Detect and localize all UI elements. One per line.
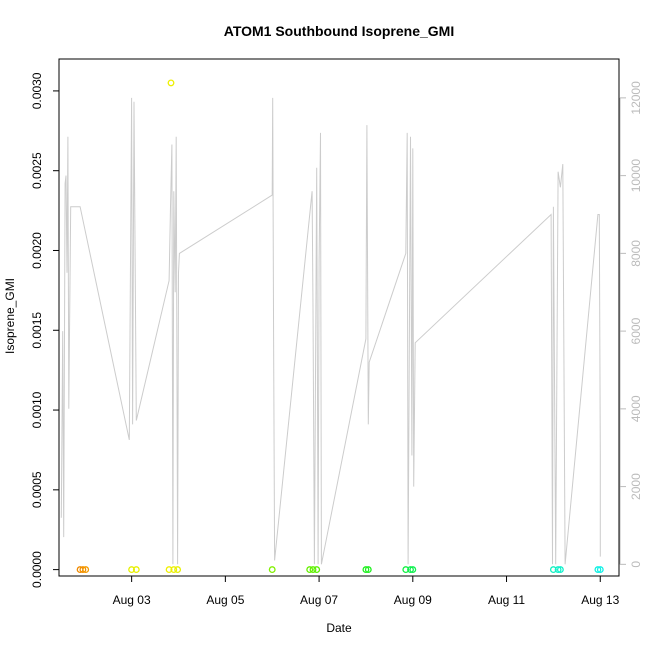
y-tick-label: 0.0000: [30, 551, 44, 588]
x-tick-label: Aug 05: [206, 593, 244, 607]
data-point: [170, 566, 178, 574]
data-point: [362, 566, 370, 574]
data-point: [132, 566, 140, 574]
y-tick-label: 0.0005: [30, 471, 44, 508]
data-point: [407, 566, 414, 574]
y-tick-label: 0.0025: [30, 152, 44, 189]
chart-title: ATOM1 Southbound Isoprene_GMI: [224, 23, 454, 39]
secondary-y-tick-label: 8000: [629, 240, 643, 267]
data-point: [165, 566, 173, 574]
y-axis-label: Isoprene_GMI: [3, 278, 17, 354]
x-tick-label: Aug 07: [300, 593, 338, 607]
data-point: [549, 566, 557, 574]
data-point: [313, 566, 321, 574]
plot-frame: [58, 58, 620, 577]
x-tick-label: Aug 13: [581, 593, 619, 607]
secondary-y-tick-label: 4000: [629, 395, 643, 422]
secondary-y-tick-label: 2000: [629, 473, 643, 500]
data-point: [82, 566, 90, 574]
secondary-y-tick-label: 0: [629, 561, 643, 568]
data-point: [268, 566, 276, 574]
data-point: [167, 79, 175, 87]
secondary-series-line: [60, 97, 601, 565]
y-tick-label: 0.0020: [30, 232, 44, 269]
plot-layer: 0.0000 0.0005 0.0010 0.0015 0.0020 0.0025 0.00…: [30, 58, 643, 607]
y-tick-label: 0.0015: [30, 312, 44, 349]
y-tick-label: 0.0030: [30, 72, 44, 109]
x-axis-label: Date: [326, 621, 352, 635]
x-tick-label: Aug 11: [488, 593, 525, 607]
data-point: [309, 566, 317, 574]
data-point: [402, 566, 410, 574]
data-point: [596, 566, 604, 574]
data-point: [128, 566, 136, 574]
secondary-y-tick-label: 6000: [629, 317, 643, 344]
secondary-y-tick-label: 12000: [629, 81, 643, 115]
data-point: [556, 566, 564, 574]
data-point: [409, 566, 417, 574]
data-point: [306, 566, 314, 574]
data-point: [174, 566, 182, 574]
data-point: [594, 566, 602, 574]
data-point: [364, 566, 372, 574]
data-point: [79, 566, 87, 574]
y-tick-label: 0.0010: [30, 391, 44, 428]
x-tick-label: Aug 03: [113, 593, 151, 607]
data-point: [554, 566, 562, 574]
x-tick-label: Aug 09: [394, 593, 432, 607]
secondary-y-tick-label: 10000: [629, 159, 643, 193]
